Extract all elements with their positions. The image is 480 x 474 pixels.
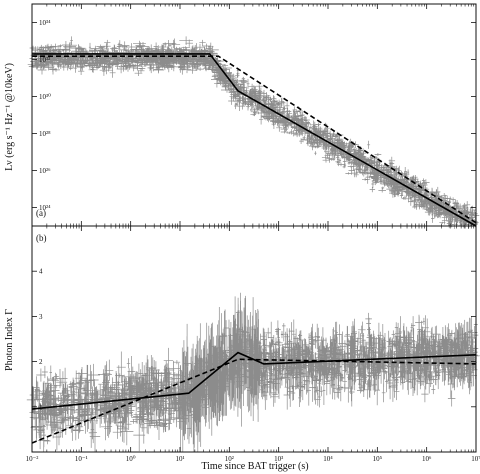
x-tick-label: 10⁵ [373,455,383,463]
dashed-model-line-a [32,55,477,224]
panel-b-label: (b) [36,233,47,243]
y-tick-label: 10³⁰ [39,93,51,101]
solid-model-line-b [31,351,477,410]
y-tick-label: 3 [39,313,43,321]
photon-index-data-points [26,292,480,452]
x-tick-label: 10² [225,455,234,463]
x-tick-label: 10⁴ [323,455,333,463]
y-tick-label: 10²⁸ [39,130,51,138]
x-tick-label: 10¹ [175,455,184,463]
panel-a-label: (a) [36,208,46,218]
y-tick-label: 10²⁶ [39,167,51,175]
x-tick-label: 10⁻² [26,455,39,463]
model-lines-a [32,53,477,227]
scatter-layer-a [27,36,480,229]
y-tick-label: 10³⁴ [39,19,51,27]
x-tick-label: 10⁷ [471,455,480,463]
solid-model-line-a [32,53,477,227]
y-tick-label: 1 [39,403,43,411]
y-axis-label-b: Photon Index Γ [4,309,15,371]
model-lines-b [31,351,477,444]
y-tick-label: 10³² [39,56,50,64]
y-axis-label-a: Lν (erg s⁻¹ Hz⁻¹ @10keV) [4,63,15,171]
dashed-model-line-b [31,358,477,444]
x-axis-label: Time since BAT trigger (s) [201,461,308,472]
panel-b-frame [31,225,477,453]
y-tick-label: 2 [39,358,43,366]
flux-data-points [27,36,480,229]
x-tick-label: 10⁰ [126,455,136,463]
scatter-layer-b [26,292,480,452]
x-tick-label: 10⁻¹ [75,455,88,463]
x-tick-label: 10³ [274,455,283,463]
y-tick-label: 10²⁴ [39,204,51,212]
ticks-layer: 10⁻² 10⁻¹ 10⁰ 10¹ 10² 10³ 10⁴ 10⁵ 10⁶ 10⁷ 10²⁴ 10²⁶… [26,4,480,463]
y-tick-label: 4 [39,268,43,276]
x-tick-label: 10⁶ [422,455,432,463]
